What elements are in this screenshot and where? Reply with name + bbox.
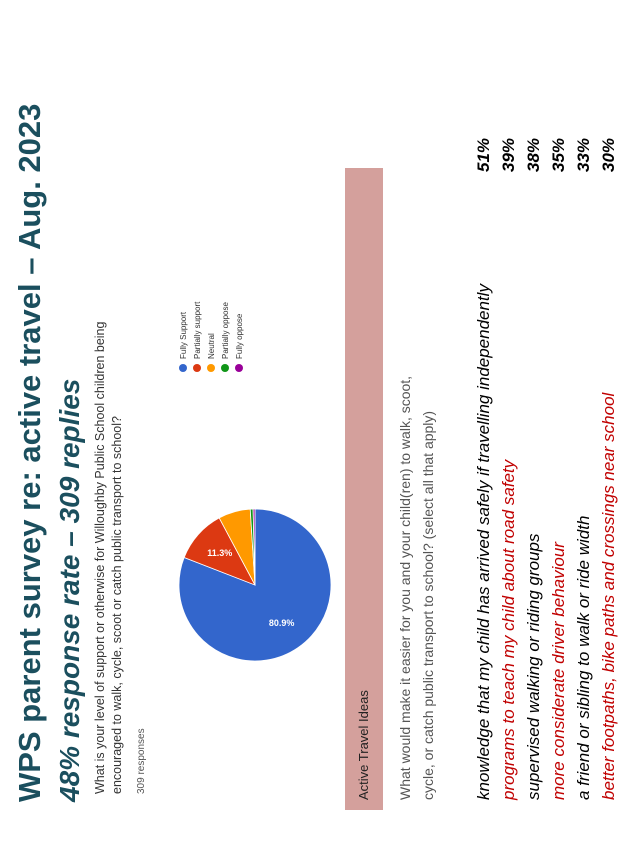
legend-swatch [207,364,215,372]
legend-swatch [179,364,187,372]
legend-label: Partially oppose [220,302,230,359]
idea-text: knowledge that my child has arrived safe… [474,284,493,800]
idea-percent: 39% [499,137,518,172]
idea-percent: 33% [574,137,593,172]
legend-entry: Fully oppose [232,302,246,372]
legend-swatch [193,364,201,372]
idea-text: programs to teach my child about road sa… [499,459,518,800]
section-question: What would make it easier for you and yo… [397,375,436,800]
responses: 309 responses [136,728,147,794]
idea-text: a friend or sibling to walk or ride widt… [574,515,593,800]
legend-label: Fully Support [178,311,188,359]
legend-entry: Fully Support [176,302,190,372]
idea-text: supervised walking or riding groups [524,533,543,800]
legend: Fully Support Partially support Neutral Par… [176,302,246,372]
slice-label: 80.9% [269,618,295,628]
subtitle: 48% response rate – 309 replies [54,378,85,802]
slice-label: 11.3% [207,548,232,558]
legend-swatch [235,364,243,372]
section-title: Active Travel Ideas [356,690,371,800]
legend-swatch [221,364,229,372]
idea-percent: 38% [524,137,543,172]
title: WPS parent survey re: active travel – Au… [12,103,47,802]
legend-label: Fully oppose [234,313,244,359]
legend-label: Partially support [192,301,202,359]
legend-label: Neutral [206,333,216,359]
idea-text: better footpaths, bike paths and crossin… [599,392,618,800]
pie-slice [252,508,256,586]
legend-entry: Neutral [204,302,218,372]
idea-percent: 30% [599,137,618,172]
pie-chart: 80.9% 11.3% [178,508,332,662]
idea-percent: 35% [549,137,568,172]
idea-percent: 51% [474,137,493,172]
pie-slice [178,508,332,662]
legend-entry: Partially oppose [218,302,232,372]
legend-entry: Partially support [190,302,204,372]
idea-text: more considerate driver behaviour [549,542,568,800]
question: What is your level of support or otherwi… [93,321,124,794]
